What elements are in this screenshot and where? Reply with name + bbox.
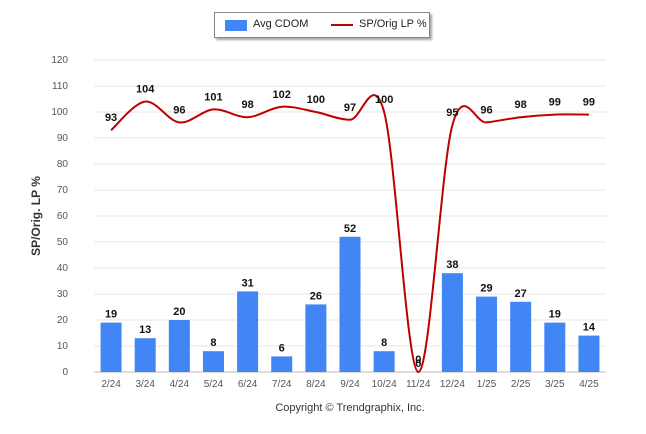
line-value-label: 98 <box>241 99 253 111</box>
bar-10/24 <box>373 351 395 372</box>
bar-value-label: 27 <box>515 288 527 300</box>
y-axis-title: SP/Orig. LP % <box>29 176 43 256</box>
bar-value-label: 19 <box>549 309 561 321</box>
bar-value-label: 38 <box>446 259 458 271</box>
bar-12/24 <box>441 273 463 372</box>
x-tick-label: 9/24 <box>340 379 360 390</box>
x-tick-label: 3/24 <box>135 379 155 390</box>
bar-3/25 <box>544 322 566 372</box>
bar-value-label: 6 <box>279 342 285 354</box>
bar-value-label: 52 <box>344 223 356 235</box>
x-tick-label: 5/24 <box>204 379 224 390</box>
y-tick-label: 50 <box>57 237 69 248</box>
bar-value-label: 26 <box>310 290 322 302</box>
x-tick-label: 4/24 <box>170 379 190 390</box>
bar-value-label: 20 <box>173 306 185 318</box>
bar-5/24 <box>202 351 224 372</box>
legend-label-line: SP/Orig LP % <box>359 18 427 30</box>
line-value-label: 100 <box>375 94 393 106</box>
x-tick-label: 1/25 <box>477 379 497 390</box>
y-tick-label: 100 <box>51 107 68 118</box>
x-tick-label: 2/24 <box>101 379 121 390</box>
bar-1/25 <box>476 296 498 372</box>
line-value-label: 100 <box>307 94 325 106</box>
bar-7/24 <box>271 356 293 372</box>
line-value-label: 0 <box>415 354 421 366</box>
bar-6/24 <box>237 291 259 372</box>
line-value-label: 102 <box>273 89 291 101</box>
bar-value-label: 0 <box>415 358 421 370</box>
x-tick-label: 11/24 <box>406 379 431 390</box>
bars <box>100 236 600 372</box>
bar-4/24 <box>168 320 190 372</box>
x-tick-label: 10/24 <box>372 379 397 390</box>
line-value-label: 99 <box>549 97 561 109</box>
bar-value-label: 14 <box>583 322 596 334</box>
x-tick-label: 7/24 <box>272 379 292 390</box>
bar-value-label: 8 <box>210 337 216 349</box>
y-tick-label: 40 <box>57 263 69 274</box>
y-tick-label: 90 <box>57 133 69 144</box>
y-tick-label: 30 <box>57 289 69 300</box>
bar-3/24 <box>134 338 156 372</box>
line-value-label: 99 <box>583 97 595 109</box>
y-tick-label: 10 <box>57 341 69 352</box>
line-value-label: 97 <box>344 102 356 114</box>
x-tick-label: 3/25 <box>545 379 565 390</box>
y-tick-label: 20 <box>57 315 69 326</box>
line-value-label: 96 <box>173 104 185 116</box>
legend-bar-swatch <box>225 20 247 31</box>
bar-4/25 <box>578 335 600 372</box>
y-tick-label: 60 <box>57 211 69 222</box>
bar-2/24 <box>100 322 122 372</box>
line-series <box>110 94 589 374</box>
bar-2/25 <box>510 301 532 372</box>
y-tick-label: 110 <box>52 81 68 92</box>
x-tick-label: 4/25 <box>579 379 599 390</box>
line-value-label: 101 <box>204 91 222 103</box>
y-tick-label: 80 <box>57 159 69 170</box>
data-labels: 19 13 20 8 31 6 26 52 8 0 38 29 27 19 14 93 104 96 101 98 10… <box>105 84 596 370</box>
x-tick-label: 8/24 <box>306 379 326 390</box>
bar-8/24 <box>305 304 327 372</box>
bar-9/24 <box>339 236 361 372</box>
bar-value-label: 8 <box>381 337 387 349</box>
sp-orig-lp-line <box>110 94 589 374</box>
y-tick-label: 70 <box>57 185 69 196</box>
line-value-label: 96 <box>480 104 492 116</box>
line-value-label: 95 <box>446 107 458 119</box>
bar-value-label: 29 <box>480 283 492 295</box>
bar-value-label: 31 <box>241 277 253 289</box>
legend: Avg CDOM SP/Orig LP % <box>214 12 430 38</box>
line-value-label: 104 <box>136 84 155 96</box>
line-value-label: 98 <box>515 99 527 111</box>
legend-label-bars: Avg CDOM <box>253 18 309 30</box>
bar-value-label: 19 <box>105 309 117 321</box>
line-value-label: 93 <box>105 112 117 124</box>
x-tick-label: 6/24 <box>238 379 258 390</box>
x-tick-label: 2/25 <box>511 379 531 390</box>
legend-line-swatch <box>331 24 353 26</box>
bar-value-label: 13 <box>139 324 151 336</box>
x-tick-label: 12/24 <box>440 379 465 390</box>
y-tick-label: 120 <box>51 55 68 66</box>
y-tick-label: 0 <box>62 367 68 378</box>
copyright-footer: Copyright © Trendgraphix, Inc. <box>275 402 425 414</box>
